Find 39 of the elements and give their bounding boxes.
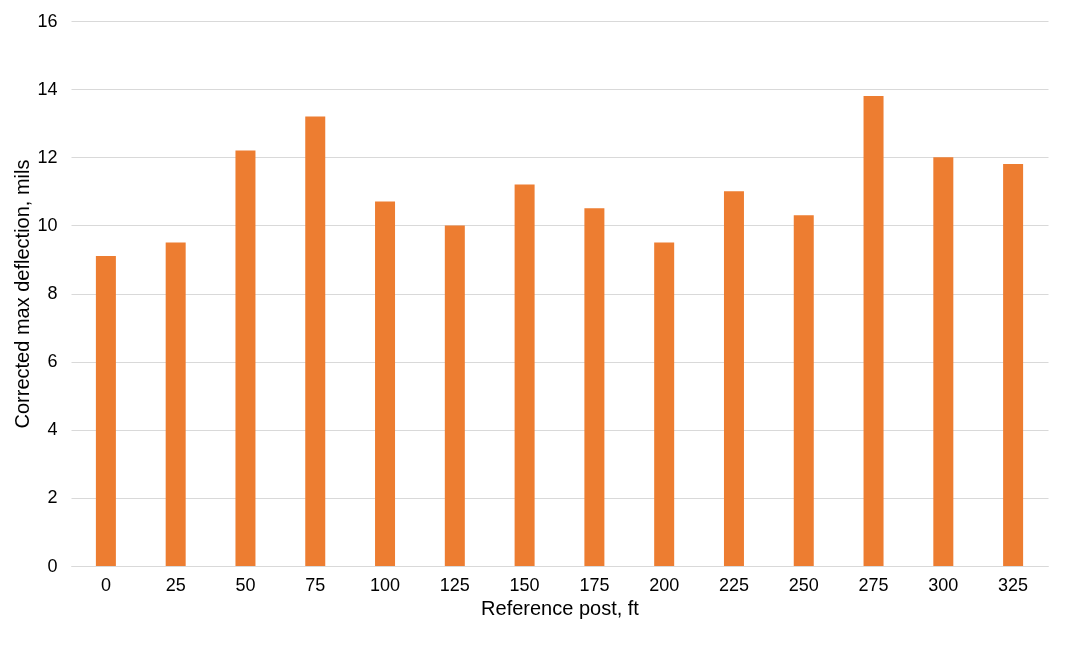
x-tick-label: 300 [928, 574, 959, 595]
x-tick-label: 150 [509, 574, 540, 595]
x-tick-label: 275 [858, 574, 889, 595]
y-tick-label: 4 [47, 419, 58, 440]
x-tick-label: 175 [579, 574, 610, 595]
bar [723, 191, 744, 566]
x-tick-label: 325 [998, 574, 1029, 595]
bar [305, 116, 326, 566]
x-tick-label: 50 [235, 574, 256, 595]
bar [95, 256, 116, 566]
x-tick-label: 200 [649, 574, 680, 595]
y-axis-title: Corrected max deflection, mils [11, 159, 34, 429]
x-tick-label: 100 [370, 574, 401, 595]
bar [863, 95, 884, 566]
bar [375, 201, 396, 566]
y-tick-label: 8 [47, 283, 58, 303]
x-tick-label: 250 [788, 574, 819, 595]
x-tick-label: 225 [718, 574, 749, 595]
bar [793, 215, 814, 566]
x-tick-label: 25 [165, 574, 186, 595]
bar [584, 208, 605, 566]
x-tick-label: 75 [305, 574, 326, 595]
x-tick-label: 0 [100, 574, 111, 595]
y-tick-label: 6 [47, 351, 58, 372]
bar [444, 225, 465, 566]
y-tick-label: 2 [47, 487, 58, 508]
bar [235, 150, 256, 566]
y-tick-label: 10 [37, 214, 58, 235]
x-tick-label: 125 [439, 574, 470, 595]
bar [514, 184, 535, 566]
bar [933, 157, 954, 566]
y-tick-label: 12 [37, 146, 58, 167]
bar [654, 242, 675, 566]
bar [165, 242, 186, 566]
bar [1003, 164, 1024, 566]
y-tick-label: 0 [47, 555, 58, 576]
y-tick-label: 14 [37, 78, 58, 99]
x-axis-title: Reference post, ft [481, 596, 640, 619]
y-tick-label: 16 [37, 10, 58, 31]
